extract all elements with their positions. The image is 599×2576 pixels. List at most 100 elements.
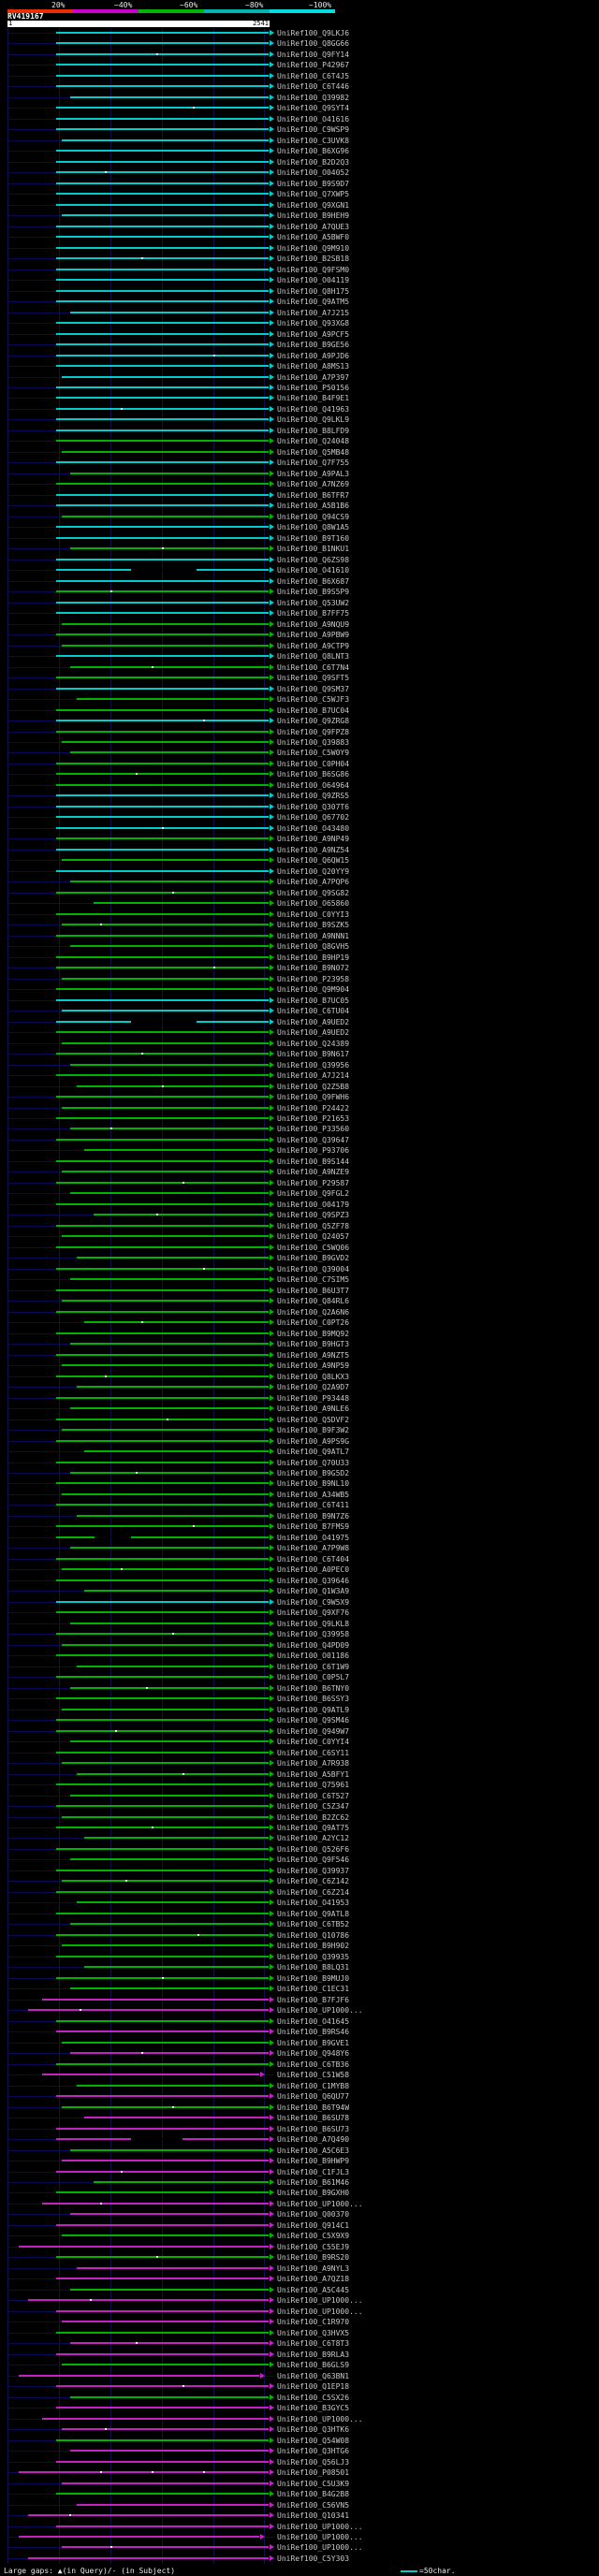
hit-line[interactable] (55, 440, 269, 443)
hit-line[interactable] (70, 945, 269, 948)
hit-line[interactable] (55, 2438, 269, 2441)
hit-id-label[interactable]: UniRef100_B9N617 (277, 1050, 350, 1059)
hit-line[interactable] (61, 2041, 269, 2044)
hit-id-label[interactable]: UniRef100_Q6QW15 (277, 856, 350, 866)
hit-line[interactable] (55, 418, 269, 421)
hit-line[interactable] (61, 2546, 269, 2549)
hit-line[interactable] (55, 773, 269, 776)
hit-line[interactable] (61, 977, 269, 980)
hit-id-label[interactable]: UniRef100_Q75961 (277, 1781, 350, 1790)
hit-line[interactable] (55, 1890, 269, 1893)
hit-id-label[interactable]: UniRef100_Q9XGN1 (277, 200, 350, 210)
hit-id-label[interactable]: UniRef100_B6TNY0 (277, 1683, 350, 1693)
hit-id-label[interactable]: UniRef100_B1NKU1 (277, 545, 350, 554)
hit-id-label[interactable]: UniRef100_B9HP19 (277, 953, 350, 962)
hit-line[interactable] (70, 1547, 269, 1550)
hit-line[interactable] (55, 1955, 269, 1957)
hit-line[interactable] (55, 998, 269, 1001)
hit-id-label[interactable]: UniRef100_Q24048 (277, 437, 350, 446)
hit-id-label[interactable]: UniRef100_C6TB36 (277, 2059, 350, 2069)
hit-id-label[interactable]: UniRef100_C6T1W9 (277, 1662, 350, 1671)
hit-line[interactable] (61, 924, 269, 926)
hit-line[interactable] (84, 1590, 269, 1593)
hit-line[interactable] (61, 1643, 269, 1646)
hit-id-label[interactable]: UniRef100_P08501 (277, 2468, 350, 2478)
hit-line[interactable] (70, 1794, 269, 1797)
hit-id-label[interactable]: UniRef100_B7FF75 (277, 609, 350, 619)
hit-line[interactable] (55, 1074, 269, 1077)
hit-id-label[interactable]: UniRef100_C6T411 (277, 1501, 350, 1510)
hit-id-label[interactable]: UniRef100_Q307T6 (277, 802, 350, 811)
hit-line[interactable] (55, 171, 269, 174)
hit-id-label[interactable]: UniRef100_A7PQP6 (277, 878, 350, 887)
hit-line[interactable] (70, 1686, 269, 1689)
hit-line[interactable] (55, 2385, 269, 2388)
hit-line[interactable] (55, 117, 269, 120)
hit-line[interactable] (55, 955, 269, 958)
hit-line[interactable] (55, 2019, 269, 2022)
hit-id-label[interactable]: UniRef100_Q9ATL9 (277, 1705, 350, 1714)
hit-line[interactable] (55, 1310, 269, 1313)
hit-line[interactable] (55, 2525, 269, 2527)
hit-id-label[interactable]: UniRef100_Q00370 (277, 2210, 350, 2219)
hit-id-label[interactable]: UniRef100_Q9M904 (277, 985, 350, 995)
hit-line[interactable] (84, 1321, 269, 1324)
hit-id-label[interactable]: UniRef100_Q53UW2 (277, 598, 350, 607)
hit-id-label[interactable]: UniRef100_Q9FSM0 (277, 265, 350, 274)
hit-id-label[interactable]: UniRef100_A9NP49 (277, 835, 350, 844)
hit-line[interactable] (55, 967, 269, 969)
hit-id-label[interactable]: UniRef100_B6SU73 (277, 2124, 350, 2133)
hit-line[interactable] (77, 698, 269, 701)
hit-line[interactable] (55, 160, 269, 163)
hit-line[interactable] (55, 2170, 269, 2173)
hit-line[interactable] (55, 1751, 269, 1754)
hit-line[interactable] (61, 2321, 269, 2323)
hit-line[interactable] (55, 332, 269, 335)
hit-id-label[interactable]: UniRef100_Q9FGL2 (277, 1189, 350, 1199)
hit-id-label[interactable]: UniRef100_C6TB52 (277, 1920, 350, 1929)
hit-id-label[interactable]: UniRef100_Q8GVH5 (277, 942, 350, 952)
hit-id-label[interactable]: UniRef100_Q39935 (277, 1952, 350, 1961)
hit-line[interactable] (77, 2084, 269, 2087)
hit-line[interactable] (55, 1116, 269, 1119)
hit-id-label[interactable]: UniRef100_B9HEH9 (277, 211, 350, 221)
hit-id-label[interactable]: UniRef100_Q70U33 (277, 1458, 350, 1467)
hit-line[interactable] (55, 1375, 269, 1377)
hit-id-label[interactable]: UniRef100_A9NNN1 (277, 931, 350, 940)
hit-line[interactable] (55, 687, 269, 690)
hit-id-label[interactable]: UniRef100_Q10786 (277, 1930, 350, 1940)
hit-id-label[interactable]: UniRef100_Q8LNT3 (277, 652, 350, 662)
hit-line[interactable] (70, 1343, 269, 1346)
hit-id-label[interactable]: UniRef100_C0PT26 (277, 1318, 350, 1328)
hit-line[interactable] (61, 644, 269, 647)
hit-line[interactable] (77, 1901, 269, 1904)
hit-id-label[interactable]: UniRef100_C5SX26 (277, 2393, 350, 2402)
hit-id-label[interactable]: UniRef100_P93448 (277, 1393, 350, 1403)
hit-id-label[interactable]: UniRef100_A7P397 (277, 372, 350, 382)
hit-line[interactable] (55, 343, 269, 346)
hit-line[interactable] (55, 1783, 269, 1786)
hit-id-label[interactable]: UniRef100_C0P5L7 (277, 1673, 350, 1682)
hit-line[interactable] (61, 1880, 269, 1883)
hit-line[interactable] (55, 2223, 269, 2226)
hit-line[interactable] (55, 42, 269, 45)
hit-line[interactable] (61, 1235, 269, 1238)
hit-id-label[interactable]: UniRef100_Q39646 (277, 1576, 350, 1585)
hit-line[interactable] (55, 816, 269, 819)
hit-line[interactable] (61, 1300, 269, 1303)
hit-line[interactable] (55, 128, 269, 131)
hit-line[interactable] (70, 1471, 269, 1474)
hit-line[interactable] (70, 665, 269, 668)
hit-id-label[interactable]: UniRef100_Q56LJ3 (277, 2457, 350, 2467)
hit-id-label[interactable]: UniRef100_B8LFD9 (277, 426, 350, 435)
hit-id-label[interactable]: UniRef100_Q39982 (277, 93, 350, 102)
hit-id-label[interactable]: UniRef100_Q94CS9 (277, 512, 350, 521)
hit-id-label[interactable]: UniRef100_B9SZK5 (277, 921, 350, 930)
hit-line[interactable] (27, 2556, 269, 2559)
hit-line[interactable] (55, 386, 269, 388)
hit-id-label[interactable]: UniRef100_C0YYI4 (277, 1738, 350, 1747)
hit-id-label[interactable]: UniRef100_B9S9D7 (277, 179, 350, 188)
hit-line[interactable] (55, 365, 269, 368)
hit-id-label[interactable]: UniRef100_B6TFR7 (277, 490, 350, 500)
hit-line[interactable] (55, 1353, 269, 1356)
